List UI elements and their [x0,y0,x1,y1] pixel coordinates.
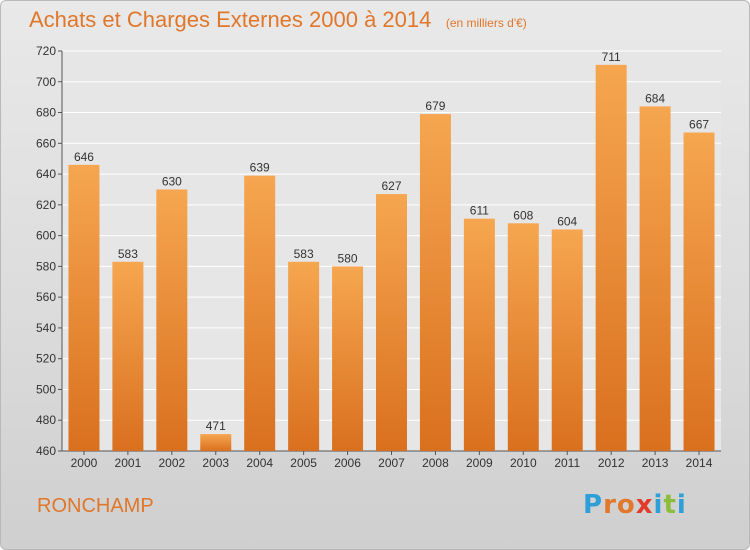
y-tick-label: 600 [36,229,56,243]
data-label: 608 [513,208,533,222]
y-tick-label: 520 [36,352,56,366]
bar [288,261,320,451]
data-label: 639 [250,161,270,175]
data-label: 627 [381,179,401,193]
chart-subtitle: (en milliers d'€) [445,16,527,30]
bar [200,434,232,451]
x-tick-label: 2010 [510,456,537,470]
x-tick-label: 2014 [686,456,713,470]
data-label: 630 [162,174,182,188]
data-label: 711 [602,50,621,64]
bar [68,164,100,451]
data-label: 604 [557,214,577,228]
logo-letter: i [653,490,664,520]
y-tick-label: 460 [36,444,56,458]
y-tick-label: 680 [36,106,56,120]
y-tick-label: 660 [36,136,56,150]
bar [332,266,364,451]
y-tick-label: 640 [36,167,56,181]
bar [683,132,715,452]
y-tick-label: 480 [36,413,56,427]
x-tick-label: 2008 [422,456,449,470]
logo-letter: i [676,490,687,520]
x-tick-label: 2012 [598,456,625,470]
data-label: 580 [338,251,358,265]
bar [463,218,495,451]
data-label: 684 [645,91,665,105]
x-tick-label: 2011 [554,456,580,470]
y-tick-label: 540 [36,321,56,335]
bar [376,194,407,452]
bar [639,106,671,451]
data-label: 611 [470,204,489,218]
bar [419,114,451,452]
y-tick-label: 720 [36,44,56,58]
bar [507,223,539,451]
proxiti-logo[interactable]: Proxiti [583,490,687,520]
bar [156,189,188,451]
y-tick-label: 620 [36,198,56,212]
commune-name: RONCHAMP [37,495,154,517]
bar [244,175,276,451]
logo-letter: o [616,490,636,520]
data-label: 583 [118,247,138,261]
logo-letter: P [583,490,604,520]
logo-letter: r [603,490,617,520]
y-tick-label: 560 [36,290,56,304]
x-tick-label: 2013 [642,456,669,470]
x-tick-label: 2004 [246,456,273,470]
bar [551,229,583,451]
chart-title: Achats et Charges Externes 2000 à 2014 [29,7,432,32]
x-tick-label: 2009 [466,456,493,470]
chart-title-row: Achats et Charges Externes 2000 à 2014 (… [29,7,527,33]
logo-letter: t [663,490,677,520]
y-tick-label: 580 [36,259,56,273]
data-label: 583 [294,247,314,261]
x-tick-label: 2001 [115,456,142,470]
x-tick-label: 2000 [71,456,98,470]
data-label: 667 [689,118,709,132]
data-label: 471 [206,419,226,433]
y-tick-label: 500 [36,382,56,396]
x-tick-label: 2006 [334,456,361,470]
x-tick-label: 2002 [158,456,185,470]
data-label: 646 [74,150,94,164]
y-tick-label: 700 [36,75,56,89]
bar [595,64,627,451]
logo-letter: x [635,490,654,520]
data-label: 679 [425,99,445,113]
x-tick-label: 2005 [290,456,317,470]
x-tick-label: 2007 [378,456,405,470]
bar [112,261,144,451]
x-tick-label: 2003 [202,456,229,470]
